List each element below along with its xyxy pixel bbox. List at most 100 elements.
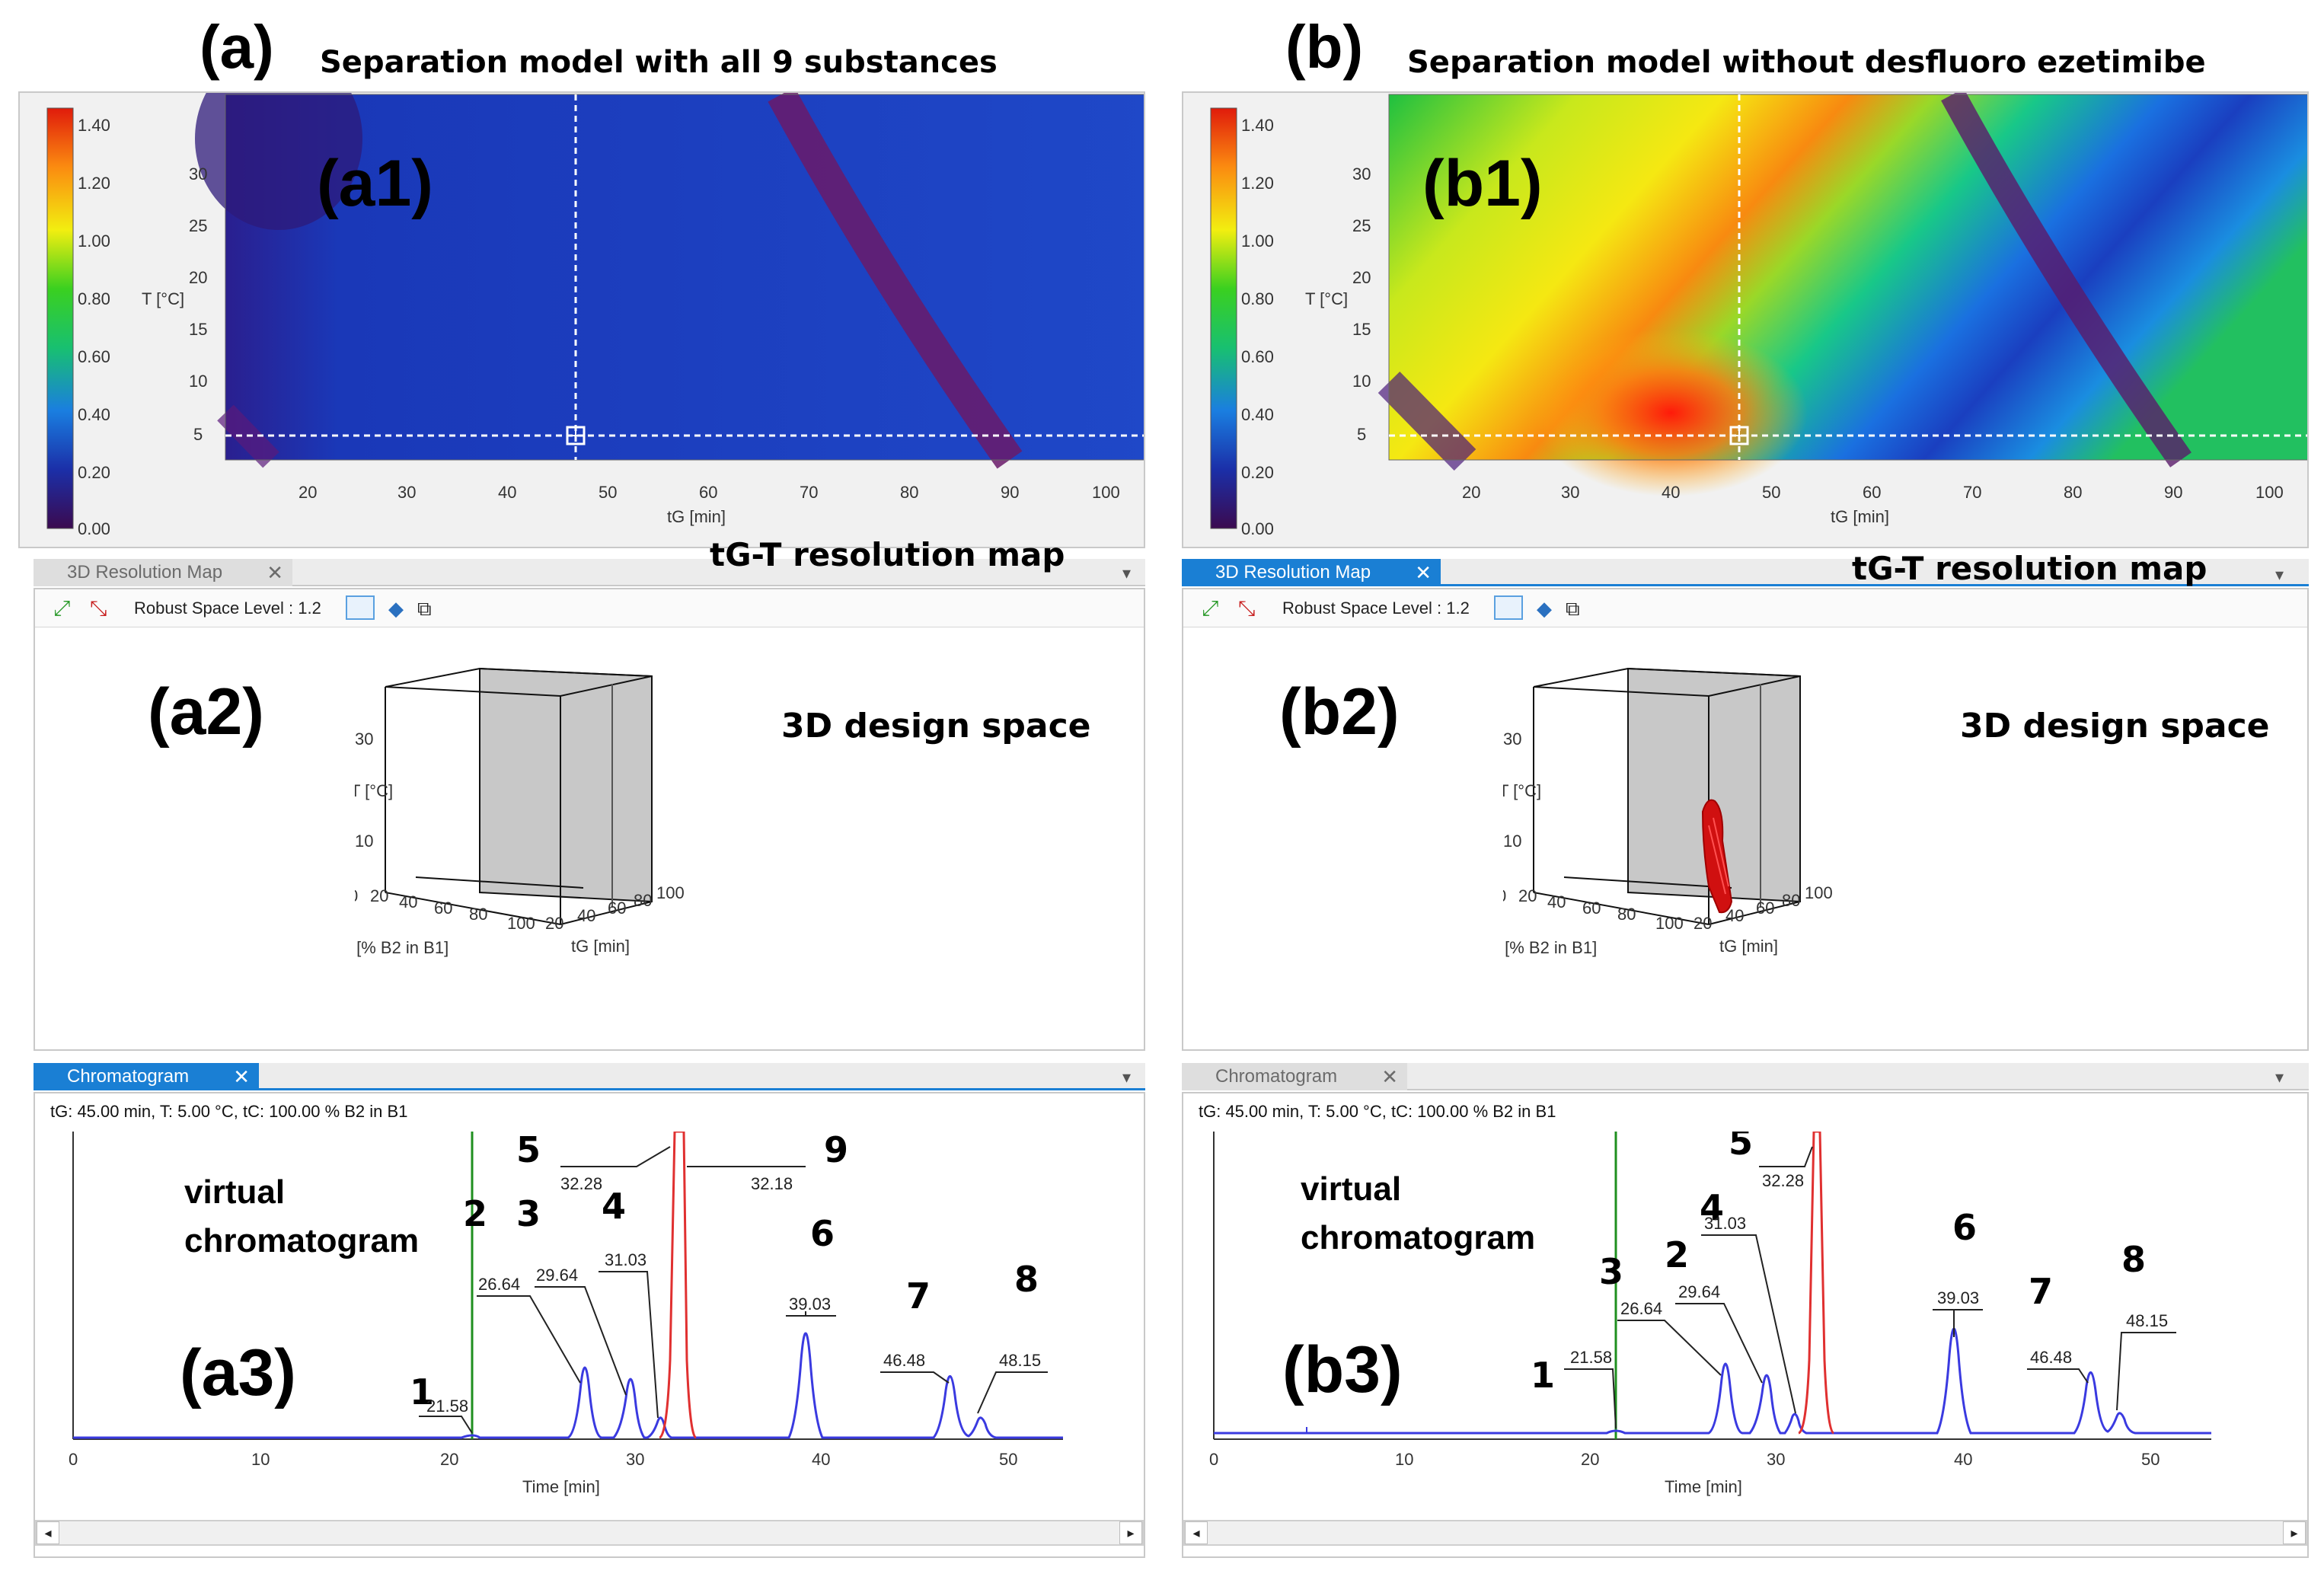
tab-label: 3D Resolution Map	[67, 562, 223, 583]
peak-number: 2	[1665, 1234, 1689, 1275]
peak-number: 8	[2121, 1239, 2146, 1280]
y-ticks: 30 25 20 15 10 5	[1352, 164, 1371, 444]
y-tick: 15	[189, 320, 207, 339]
peak-number: 5	[1729, 1132, 1753, 1163]
peak-time: 48.15	[999, 1351, 1041, 1370]
x-tick: 80	[2064, 483, 2082, 502]
resolution-map-panel-a: 1.40 1.20 1.00 0.80 0.60 0.40 0.20 0.00 …	[18, 47, 1163, 548]
x-tick: 40	[498, 483, 516, 502]
chevron-down-icon[interactable]: ▾	[1122, 563, 1132, 583]
expand-icon[interactable]: ⤢	[53, 596, 71, 620]
x-tick: 40	[1547, 892, 1566, 911]
x-tick: 40	[1662, 483, 1680, 502]
tab-3d-resolution-map[interactable]: 3D Resolution Map ✕	[34, 559, 292, 586]
close-icon[interactable]: ✕	[233, 1065, 250, 1088]
x-tick: 80	[900, 483, 918, 502]
y-ticks: 30 25 20 15 10 5	[189, 164, 207, 444]
peak-time: 32.18	[751, 1174, 793, 1193]
peak-number: 9	[824, 1132, 848, 1170]
resolution-map-b[interactable]: 1.40 1.20 1.00 0.80 0.60 0.40 0.20 0.00 …	[1183, 88, 2324, 547]
y-tick: 30	[1352, 164, 1371, 184]
scroll-left-icon[interactable]: ◂	[37, 1521, 59, 1544]
design-space-3d-a[interactable]: 30 T [°C] 10 0 20 40 60 80 100 tC [% B2 …	[355, 650, 781, 1016]
x-ticks: 20 30 40 50 60 70 80 90 100	[1462, 483, 2284, 502]
scroll-right-icon[interactable]: ▸	[1119, 1521, 1142, 1544]
colorbar-tick: 1.00	[78, 231, 110, 251]
peak-time: 21.58	[426, 1397, 468, 1416]
y-tick: 25	[1352, 216, 1371, 235]
close-icon[interactable]: ✕	[1415, 561, 1432, 584]
chromatogram-plot-a[interactable]: virtual chromatogram (a3) 0 10 20 30 40 …	[35, 1132, 1144, 1512]
y-tick: 80	[634, 891, 652, 910]
chromatogram-label: chromatogram	[1301, 1219, 1535, 1256]
scroll-right-icon[interactable]: ▸	[2283, 1521, 2306, 1544]
color-icon[interactable]: ◆	[388, 597, 404, 620]
collapse-icon[interactable]: ⤡	[1238, 596, 1256, 620]
x-tick: 30	[1767, 1450, 1785, 1469]
panel-b2-tag: (b2)	[1279, 675, 1400, 749]
y-axis-label: tG [min]	[571, 937, 630, 956]
chromatogram-trace	[1214, 1327, 2211, 1435]
chevron-down-icon[interactable]: ▾	[2275, 565, 2284, 584]
panel-b-tag: (b)	[1285, 13, 1364, 81]
horizontal-scrollbar[interactable]: ◂ ▸	[1183, 1520, 2307, 1546]
peak-time: 21.58	[1570, 1348, 1612, 1367]
y-tick: 20	[1352, 268, 1371, 287]
y-tick: 60	[1756, 899, 1774, 918]
peak-time: 29.64	[536, 1266, 578, 1285]
x-tick: 100	[1655, 914, 1684, 933]
close-icon[interactable]: ✕	[1381, 1065, 1398, 1088]
map-b-tag: (b1)	[1422, 147, 1543, 220]
resolution-toolbar-a: ⤢ ⤡ Robust Space Level : 1.2 ◆ ⧉	[35, 589, 1144, 627]
x-tick: 80	[1617, 905, 1636, 924]
resolution-toolbar-b: ⤢ ⤡ Robust Space Level : 1.2 ◆ ⧉	[1183, 589, 2307, 627]
scroll-left-icon[interactable]: ◂	[1185, 1521, 1208, 1544]
x-tick: 50	[1762, 483, 1780, 502]
chromatogram-label: chromatogram	[184, 1222, 419, 1259]
y-axis-label: tG [min]	[1719, 937, 1778, 956]
x-tick: 10	[251, 1450, 270, 1469]
x-tick: 20	[1462, 483, 1480, 502]
panel-a-title: Separation model with all 9 substances	[320, 45, 998, 80]
robust-toggle-button[interactable]	[346, 595, 375, 620]
tab-chromatogram[interactable]: Chromatogram ✕	[1182, 1063, 1407, 1090]
colorbar-tick: 1.20	[1241, 174, 1274, 193]
colorbar-ticks: 1.40 1.20 1.00 0.80 0.60 0.40 0.20 0.00	[78, 116, 110, 538]
y-tick: 80	[1782, 891, 1800, 910]
layers-icon[interactable]: ⧉	[1566, 597, 1580, 620]
color-icon[interactable]: ◆	[1537, 597, 1552, 620]
tab-label: Chromatogram	[1215, 1066, 1338, 1087]
colorbar-ticks: 1.40 1.20 1.00 0.80 0.60 0.40 0.20 0.00	[1241, 116, 1274, 538]
virtual-label: virtual	[1301, 1170, 1401, 1208]
resolution-map-panel-b: 1.40 1.20 1.00 0.80 0.60 0.40 0.20 0.00 …	[1182, 88, 2324, 548]
working-point-marker[interactable]	[1729, 426, 1749, 445]
y-tick: 100	[1805, 883, 1833, 902]
peak-time: 26.64	[1620, 1299, 1662, 1318]
collapse-icon[interactable]: ⤡	[90, 596, 107, 620]
layers-icon[interactable]: ⧉	[417, 597, 432, 620]
chromatogram-plot-b[interactable]: virtual chromatogram (b3) 0 10 20 30 40 …	[1183, 1132, 2307, 1512]
colorbar-tick: 0.00	[78, 519, 110, 538]
working-point-marker[interactable]	[566, 426, 586, 445]
robust-toggle-button[interactable]	[1494, 595, 1523, 620]
y-tick: 15	[1352, 320, 1371, 339]
horizontal-scrollbar[interactable]: ◂ ▸	[35, 1520, 1144, 1546]
x-tick: 30	[397, 483, 416, 502]
tab-3d-resolution-map[interactable]: 3D Resolution Map ✕	[1182, 559, 1441, 586]
expand-icon[interactable]: ⤢	[1202, 596, 1219, 620]
peak-number: 7	[906, 1275, 931, 1317]
x-tick: 100	[1092, 483, 1120, 502]
chevron-down-icon[interactable]: ▾	[2275, 1068, 2284, 1087]
y-tick: 20	[189, 268, 207, 287]
resolution-map-a[interactable]: 1.40 1.20 1.00 0.80 0.60 0.40 0.20 0.00 …	[20, 47, 1163, 547]
y-tick: 10	[189, 372, 207, 391]
tab-chromatogram[interactable]: Chromatogram ✕	[34, 1063, 259, 1090]
x-tick: 10	[1395, 1450, 1413, 1469]
y-tick: 100	[656, 883, 685, 902]
close-icon[interactable]: ✕	[267, 561, 283, 584]
panel-a3-tag: (a3)	[180, 1336, 296, 1409]
peak-time: 46.48	[2030, 1348, 2072, 1367]
chevron-down-icon[interactable]: ▾	[1122, 1068, 1132, 1087]
heatmap-b	[1377, 88, 2324, 496]
design-space-3d-b[interactable]: 30 T [°C] 10 0 20 40 60 80 100 tC [% B2 …	[1503, 650, 1930, 1016]
